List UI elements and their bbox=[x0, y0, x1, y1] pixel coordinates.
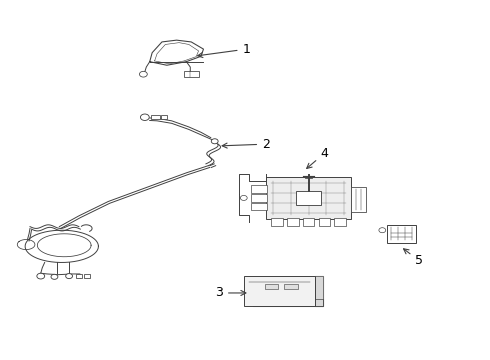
Text: 5: 5 bbox=[404, 249, 423, 267]
Text: 2: 2 bbox=[222, 138, 270, 150]
FancyBboxPatch shape bbox=[161, 116, 167, 120]
FancyBboxPatch shape bbox=[76, 274, 82, 278]
Polygon shape bbox=[315, 276, 323, 306]
FancyBboxPatch shape bbox=[318, 218, 330, 226]
Circle shape bbox=[141, 114, 149, 121]
FancyBboxPatch shape bbox=[266, 177, 351, 219]
FancyBboxPatch shape bbox=[296, 191, 321, 205]
FancyBboxPatch shape bbox=[184, 71, 198, 77]
Circle shape bbox=[140, 71, 147, 77]
Text: 1: 1 bbox=[197, 42, 250, 58]
Circle shape bbox=[37, 273, 45, 279]
FancyBboxPatch shape bbox=[244, 276, 315, 306]
Circle shape bbox=[241, 195, 247, 201]
Text: 3: 3 bbox=[215, 287, 246, 300]
Circle shape bbox=[379, 228, 386, 233]
FancyBboxPatch shape bbox=[151, 116, 160, 120]
Circle shape bbox=[66, 274, 73, 279]
FancyBboxPatch shape bbox=[265, 284, 278, 289]
Polygon shape bbox=[252, 300, 323, 306]
Polygon shape bbox=[150, 40, 203, 65]
FancyBboxPatch shape bbox=[303, 218, 315, 226]
Circle shape bbox=[211, 139, 218, 144]
FancyBboxPatch shape bbox=[351, 187, 366, 212]
FancyBboxPatch shape bbox=[84, 274, 90, 278]
FancyBboxPatch shape bbox=[251, 194, 267, 202]
FancyBboxPatch shape bbox=[271, 218, 283, 226]
Text: 4: 4 bbox=[307, 147, 329, 168]
Circle shape bbox=[51, 274, 58, 279]
FancyBboxPatch shape bbox=[251, 203, 267, 211]
FancyBboxPatch shape bbox=[387, 225, 416, 243]
FancyBboxPatch shape bbox=[334, 218, 346, 226]
FancyBboxPatch shape bbox=[251, 185, 267, 193]
FancyBboxPatch shape bbox=[287, 218, 298, 226]
FancyBboxPatch shape bbox=[284, 284, 298, 289]
